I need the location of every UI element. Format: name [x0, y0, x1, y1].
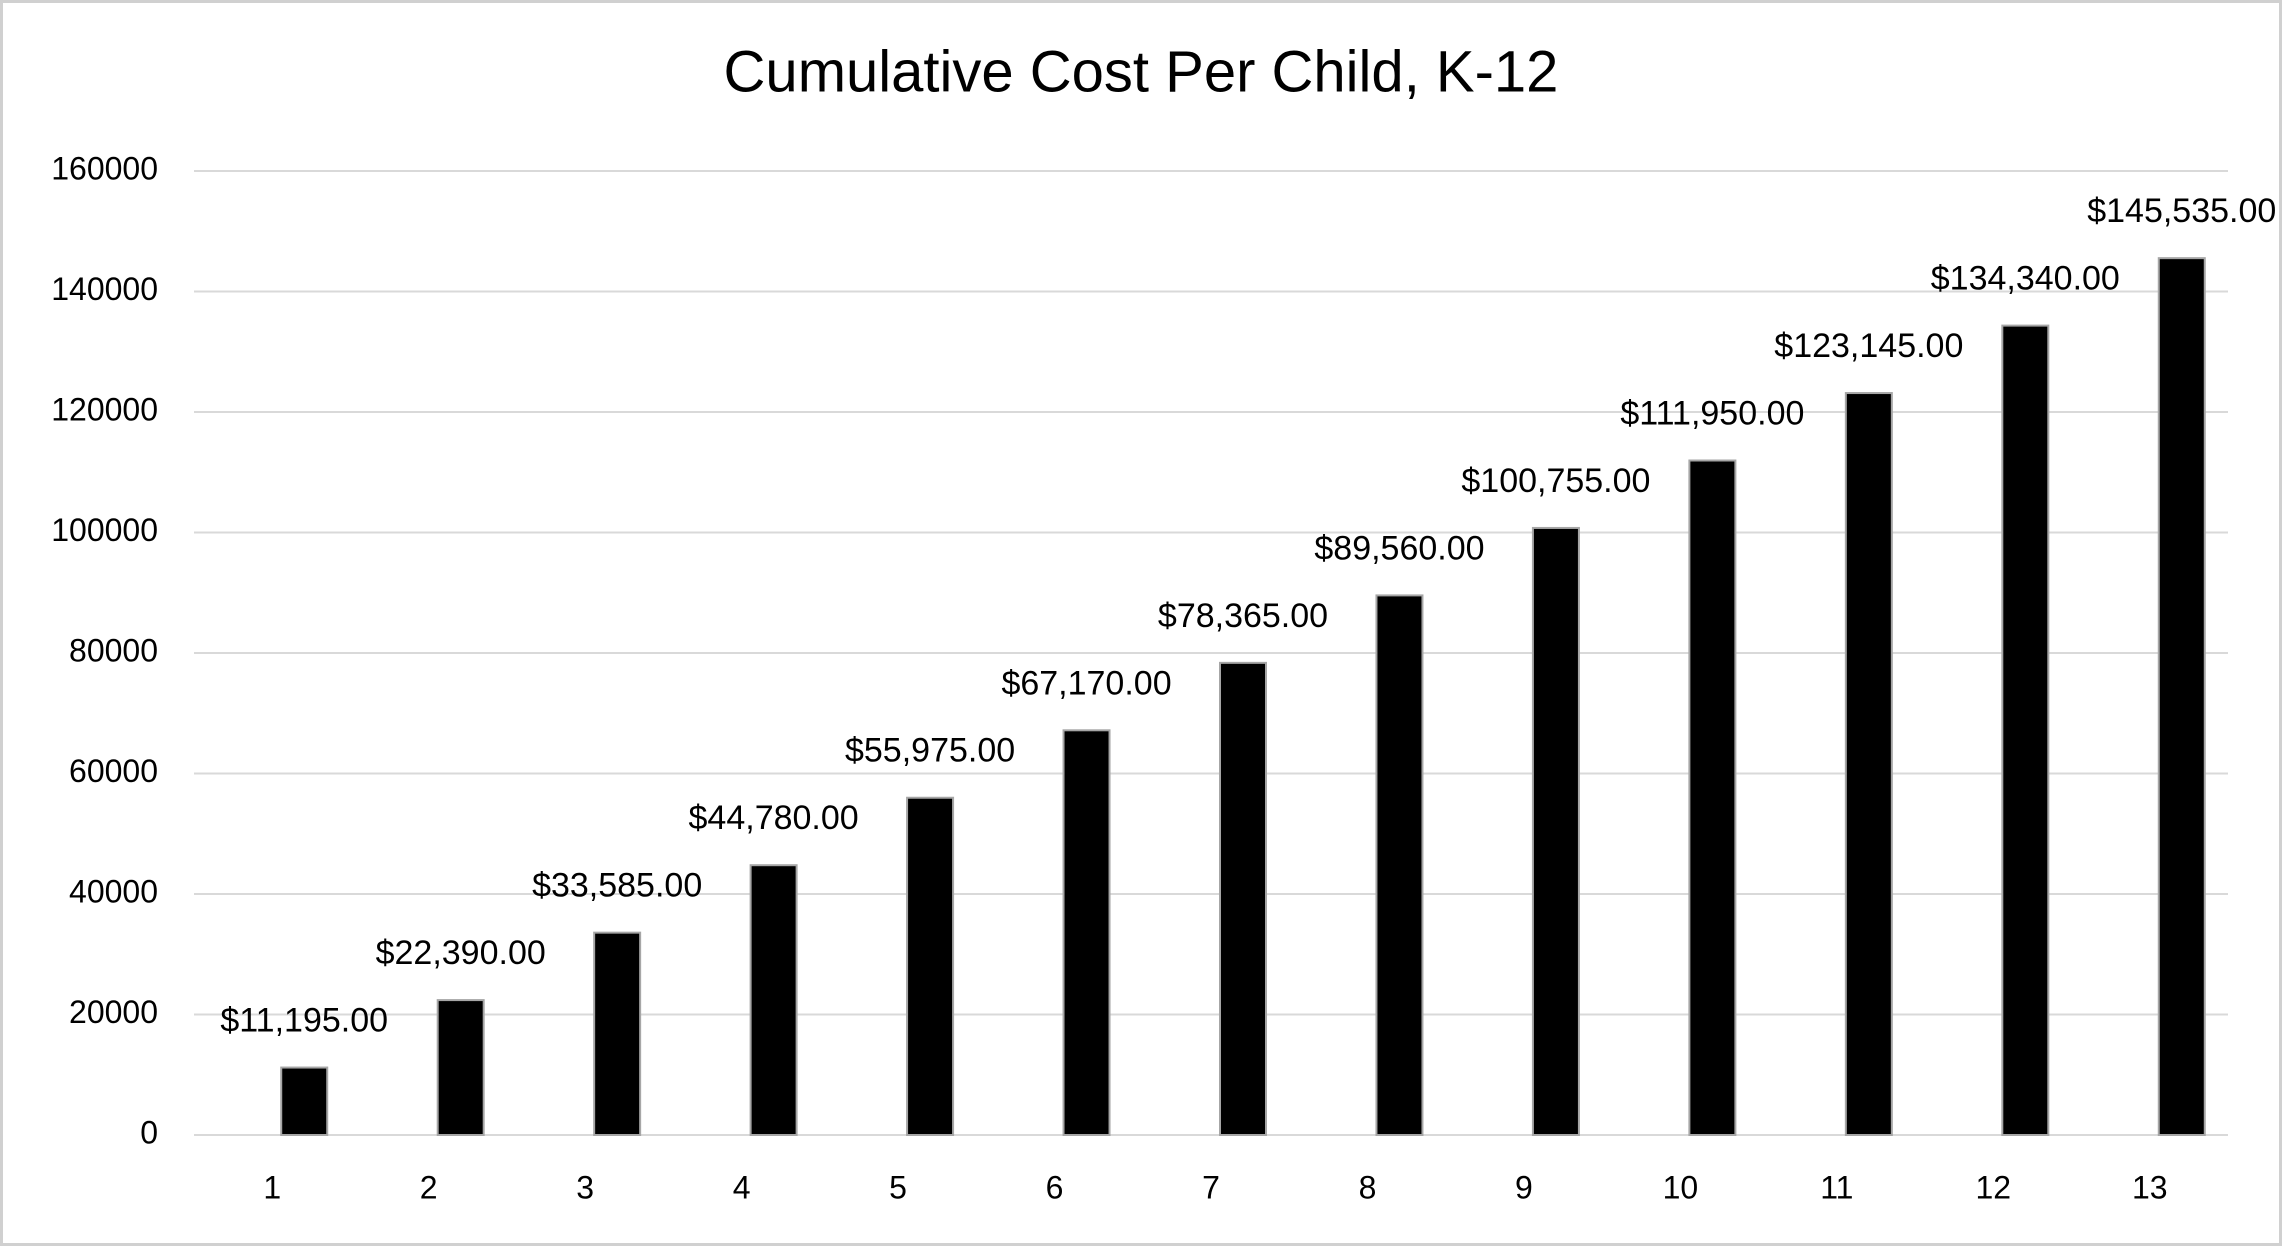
bars [280, 257, 2206, 1137]
x-tick-label: 6 [1046, 1169, 1064, 1205]
y-tick-label: 20000 [69, 994, 158, 1030]
value-label: $78,365.00 [1158, 597, 1328, 635]
y-tick-label: 140000 [51, 271, 158, 307]
labels: 0 20000 40000 60000 80000 100000 120000 140000 1… [51, 150, 2276, 1205]
x-tick-label: 13 [2132, 1169, 2168, 1205]
bar [1531, 526, 1580, 1136]
y-tick-label: 100000 [51, 512, 158, 548]
bar [749, 864, 798, 1136]
value-label: $123,145.00 [1774, 327, 1963, 365]
grid [194, 170, 2228, 1136]
value-label: $33,585.00 [532, 867, 702, 905]
bar [2001, 324, 2050, 1136]
y-tick-label: 120000 [51, 391, 158, 427]
bar [2157, 257, 2206, 1136]
y-tick-label: 160000 [51, 150, 158, 186]
value-label: $89,560.00 [1314, 529, 1484, 567]
value-label: $55,975.00 [845, 732, 1015, 770]
value-label: $111,950.00 [1620, 394, 1804, 432]
bar [1219, 661, 1267, 1137]
value-label: $145,535.00 [2087, 192, 2276, 230]
chart-title: Cumulative Cost Per Child, K-12 [724, 39, 1559, 104]
x-tick-label: 12 [1976, 1169, 2012, 1205]
bar [1375, 594, 1424, 1136]
y-tick-label: 80000 [69, 632, 158, 668]
bar [436, 999, 485, 1136]
value-label: $134,340.00 [1931, 260, 2120, 298]
value-label: $100,755.00 [1461, 462, 1650, 500]
bar [906, 796, 955, 1136]
value-label: $22,390.00 [376, 934, 546, 972]
bar [1688, 459, 1737, 1137]
x-tick-label: 8 [1359, 1169, 1377, 1205]
y-tick-label: 0 [140, 1114, 158, 1150]
bar [1844, 392, 1893, 1136]
bar [280, 1066, 329, 1137]
value-label: $11,195.00 [220, 1002, 388, 1040]
x-tick-label: 4 [733, 1169, 751, 1205]
value-label: $67,170.00 [1001, 664, 1171, 702]
x-tick-label: 10 [1663, 1169, 1699, 1205]
x-tick-label: 2 [420, 1169, 438, 1205]
bar [593, 931, 642, 1137]
x-tick-label: 11 [1820, 1169, 1853, 1205]
bar [1062, 729, 1111, 1136]
value-label: $44,780.00 [689, 799, 859, 837]
x-tick-label: 3 [576, 1169, 594, 1205]
x-tick-label: 5 [889, 1169, 907, 1205]
x-tick-label: 9 [1515, 1169, 1533, 1205]
x-tick-label: 1 [263, 1169, 281, 1205]
y-tick-label: 40000 [69, 873, 158, 909]
y-tick-label: 60000 [69, 753, 158, 789]
x-tick-label: 7 [1202, 1169, 1220, 1205]
